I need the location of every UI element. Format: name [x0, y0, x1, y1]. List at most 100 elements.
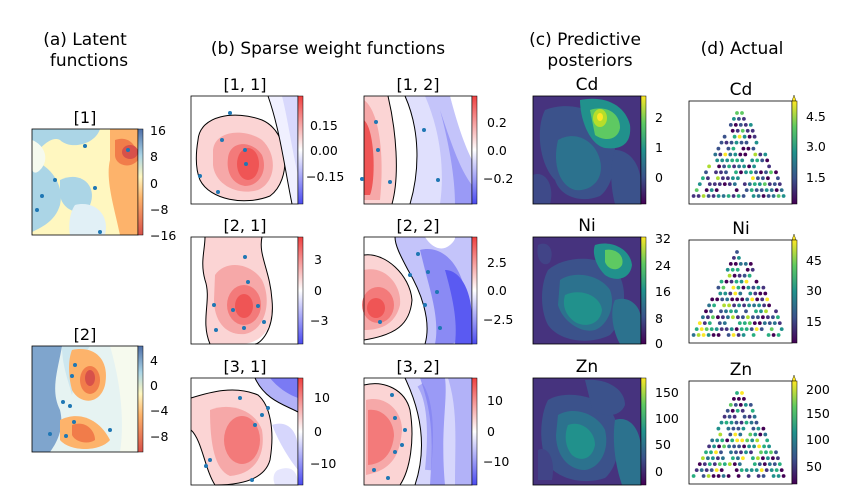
sample-point: [743, 152, 748, 157]
sample-point: [752, 444, 756, 449]
sample-point: [726, 474, 731, 478]
sample-point: [704, 309, 708, 314]
sample-point: [740, 158, 745, 163]
sample-point: [757, 444, 761, 449]
weight-3-1-title: [3, 1]: [223, 357, 266, 376]
sample-point: [774, 468, 779, 472]
sample-point: [722, 414, 727, 419]
sample-point: [754, 420, 759, 425]
latent-1-tick-3: −8: [150, 202, 168, 217]
sample-point: [764, 188, 769, 193]
predictive-cd-title: Cd: [576, 75, 599, 95]
sample-point: [774, 188, 779, 193]
sample-point: [707, 462, 712, 466]
sample-point: [711, 333, 716, 337]
sample-point: [733, 432, 738, 437]
sample-point: [740, 408, 745, 413]
sample-point: [737, 303, 741, 308]
sample-point: [731, 194, 736, 198]
sample-point: [765, 297, 770, 302]
sample-point: [717, 321, 722, 325]
sample-point: [727, 273, 732, 278]
sample-point: [767, 182, 772, 187]
sample-point: [718, 152, 723, 157]
predictive-zn-chart: Zn 150 100 50 0: [532, 357, 679, 486]
sample-point: [711, 474, 716, 478]
sample-point: [743, 123, 748, 127]
sample-point: [737, 444, 741, 449]
weight-1-1-title: [1, 1]: [223, 75, 266, 94]
sample-point: [762, 321, 767, 325]
weight-2-2-tick-0: 2.5: [487, 255, 507, 270]
sample-point: [754, 170, 758, 175]
header-a-line1: (a) Latent: [43, 30, 127, 50]
sample-point: [737, 462, 742, 466]
sample-point: [720, 158, 725, 163]
sample-point: [735, 250, 739, 254]
header-c-line1: (c) Predictive: [529, 30, 641, 50]
sample-point: [767, 321, 772, 325]
sample-point: [752, 414, 757, 419]
sample-point: [722, 164, 726, 169]
sample-point: [732, 444, 736, 449]
sample-point: [735, 128, 740, 133]
sample-point: [771, 194, 776, 198]
sample-point: [701, 176, 705, 181]
sample-point: [743, 262, 748, 266]
sample-point: [742, 117, 746, 121]
sample-point: [729, 450, 733, 455]
sample-point: [697, 321, 702, 325]
sample-point: [704, 450, 708, 455]
actual-zn-chart: Zn 200 150 100 50: [688, 360, 830, 485]
sample-point: [727, 462, 732, 466]
predictive-zn-tick-1: 100: [655, 411, 679, 426]
sample-point: [752, 462, 757, 466]
latent-1-tick-0: 16: [150, 123, 166, 138]
predictive-ni-tick-4: 0: [655, 336, 663, 351]
sample-point: [728, 123, 733, 127]
sample-point: [712, 462, 717, 466]
sample-point: [744, 450, 748, 455]
sample-point: [717, 182, 722, 187]
sample-point: [759, 309, 763, 314]
sample-point: [750, 267, 755, 272]
weight-1-2-tick-1: 0.0: [487, 143, 507, 158]
sample-point: [742, 134, 747, 139]
predictive-ni-title: Ni: [578, 216, 595, 236]
sample-point: [730, 267, 735, 272]
sample-point: [735, 267, 740, 272]
sample-point: [737, 134, 742, 139]
weight-1-1-tick-2: −0.15: [306, 169, 344, 184]
sample-point: [712, 303, 716, 308]
sample-point: [766, 194, 771, 198]
sample-point: [738, 291, 743, 296]
sample-point: [732, 256, 736, 260]
sample-point: [750, 128, 755, 133]
sample-point: [726, 194, 731, 198]
sample-point: [706, 176, 710, 181]
sample-point: [781, 474, 786, 478]
sample-point: [711, 315, 715, 320]
sample-point: [721, 315, 725, 320]
sample-point: [730, 438, 735, 443]
predictive-ni-tick-0: 32: [655, 231, 671, 246]
sample-point: [702, 321, 707, 325]
sample-point: [742, 397, 746, 401]
sample-point: [747, 164, 751, 169]
sample-point: [753, 432, 758, 437]
sample-point: [727, 303, 731, 308]
sample-point: [781, 194, 786, 198]
sample-point: [709, 327, 714, 331]
sample-point: [737, 273, 742, 278]
sample-point: [777, 321, 782, 325]
weight-3-2-title: [3, 2]: [396, 357, 439, 376]
sample-point: [756, 474, 761, 478]
sample-point: [772, 462, 777, 466]
sample-point: [701, 474, 706, 478]
sample-point: [750, 438, 755, 443]
sample-point: [754, 309, 758, 314]
sample-point: [714, 468, 719, 472]
sample-point: [704, 170, 708, 175]
sample-point: [767, 164, 771, 169]
sample-point: [726, 315, 730, 320]
